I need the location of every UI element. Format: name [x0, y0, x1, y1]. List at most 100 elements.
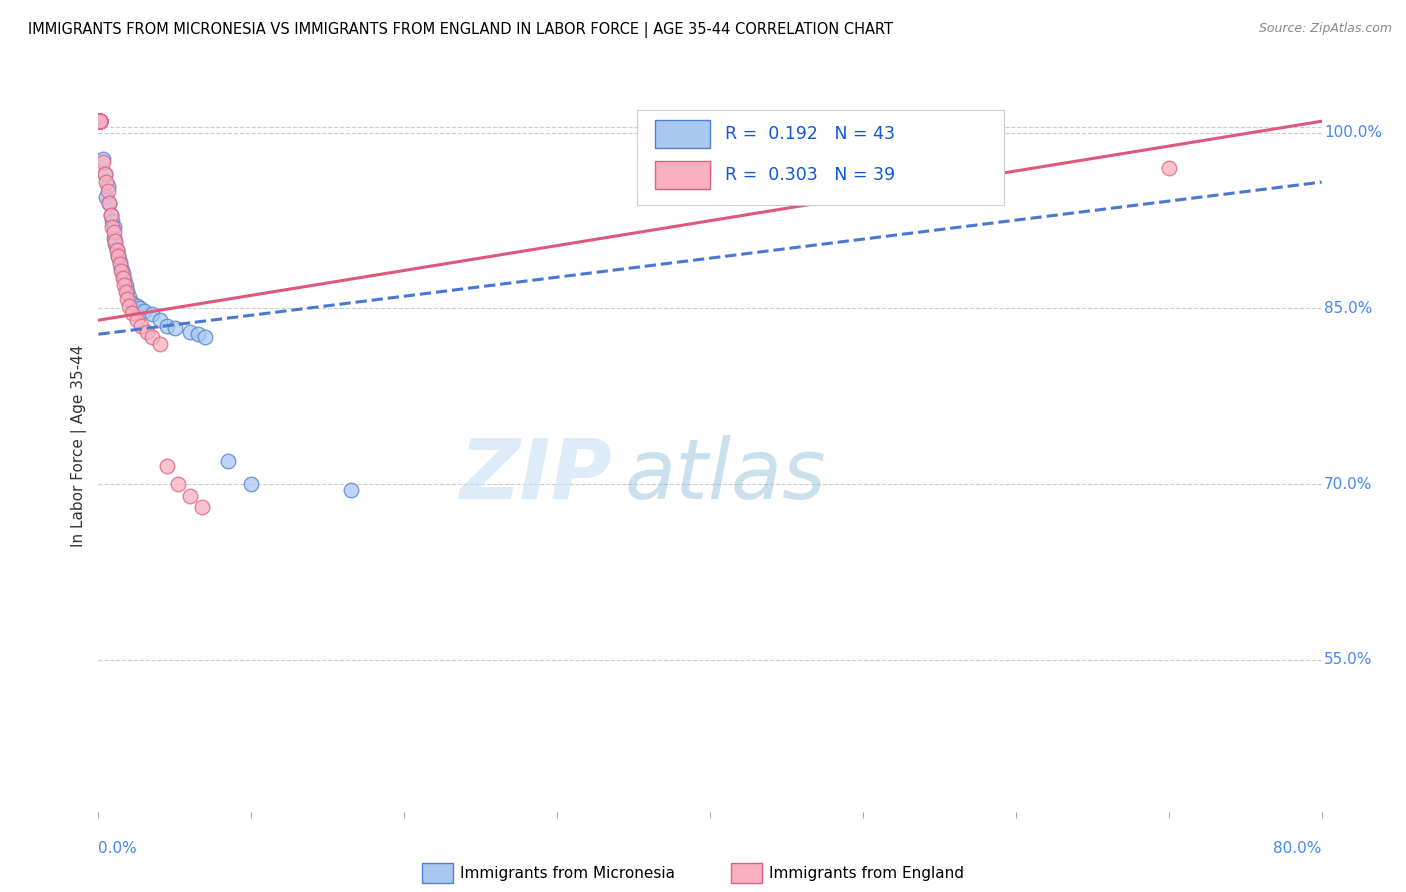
- Point: [103, 219, 125, 234]
- Point: [149, 336, 172, 351]
- Point: [156, 459, 179, 474]
- Point: [89, 114, 111, 128]
- Point: [110, 264, 132, 278]
- Point: [94, 175, 117, 189]
- FancyBboxPatch shape: [655, 161, 710, 188]
- Point: [115, 285, 138, 299]
- Text: Immigrants from England: Immigrants from England: [769, 866, 965, 880]
- Point: [89, 114, 111, 128]
- Point: [217, 453, 239, 467]
- Point: [93, 167, 115, 181]
- Point: [129, 319, 152, 334]
- Text: 100.0%: 100.0%: [1324, 126, 1382, 140]
- Point: [149, 313, 172, 327]
- Point: [89, 114, 111, 128]
- Point: [97, 185, 120, 199]
- Point: [125, 313, 148, 327]
- Point: [111, 266, 134, 280]
- Point: [89, 114, 111, 128]
- Point: [125, 299, 148, 313]
- Point: [105, 243, 128, 257]
- Point: [89, 114, 111, 128]
- Point: [112, 272, 135, 286]
- Point: [141, 329, 163, 343]
- Point: [191, 500, 214, 515]
- Point: [89, 114, 111, 128]
- Point: [100, 208, 122, 222]
- Point: [121, 295, 143, 310]
- Point: [339, 483, 361, 497]
- Point: [179, 325, 201, 339]
- Point: [117, 284, 139, 298]
- FancyBboxPatch shape: [655, 120, 710, 147]
- Point: [240, 477, 263, 491]
- Point: [179, 489, 201, 503]
- Point: [91, 155, 114, 169]
- Point: [89, 114, 111, 128]
- Point: [156, 319, 179, 334]
- Text: 0.0%: 0.0%: [98, 841, 138, 856]
- Text: 55.0%: 55.0%: [1324, 652, 1372, 667]
- Point: [134, 303, 156, 318]
- Point: [110, 260, 132, 275]
- Point: [89, 114, 111, 128]
- Point: [93, 167, 115, 181]
- Point: [103, 231, 125, 245]
- Point: [194, 329, 217, 343]
- Point: [118, 290, 141, 304]
- Text: R =  0.303   N = 39: R = 0.303 N = 39: [724, 166, 894, 184]
- Point: [115, 278, 138, 293]
- Point: [121, 306, 143, 320]
- Point: [104, 237, 127, 252]
- Point: [117, 292, 139, 306]
- Text: Immigrants from Micronesia: Immigrants from Micronesia: [460, 866, 675, 880]
- Text: 70.0%: 70.0%: [1324, 476, 1372, 491]
- Text: IMMIGRANTS FROM MICRONESIA VS IMMIGRANTS FROM ENGLAND IN LABOR FORCE | AGE 35-44: IMMIGRANTS FROM MICRONESIA VS IMMIGRANTS…: [28, 22, 893, 38]
- Point: [107, 249, 129, 263]
- Point: [89, 114, 111, 128]
- Point: [89, 114, 111, 128]
- Point: [89, 114, 111, 128]
- Point: [101, 213, 124, 227]
- Y-axis label: In Labor Force | Age 35-44: In Labor Force | Age 35-44: [72, 345, 87, 547]
- Point: [105, 243, 128, 257]
- Point: [112, 278, 135, 293]
- Point: [167, 477, 190, 491]
- Point: [136, 325, 159, 339]
- Text: R =  0.192   N = 43: R = 0.192 N = 43: [724, 125, 894, 143]
- Point: [89, 114, 111, 128]
- Point: [1157, 161, 1180, 175]
- Point: [91, 152, 114, 166]
- Point: [163, 321, 186, 335]
- Point: [111, 271, 134, 285]
- Point: [94, 190, 117, 204]
- Point: [89, 114, 111, 128]
- Point: [89, 114, 111, 128]
- Text: ZIP: ZIP: [460, 434, 612, 516]
- Point: [89, 114, 111, 128]
- Point: [141, 307, 163, 321]
- Point: [108, 254, 131, 268]
- Point: [101, 219, 124, 234]
- Point: [103, 226, 125, 240]
- Point: [89, 114, 111, 128]
- Point: [104, 234, 127, 248]
- Point: [98, 196, 121, 211]
- Point: [108, 257, 131, 271]
- Point: [97, 178, 120, 193]
- Point: [107, 249, 129, 263]
- Text: 85.0%: 85.0%: [1324, 301, 1372, 316]
- Text: 80.0%: 80.0%: [1274, 841, 1322, 856]
- Point: [100, 208, 122, 222]
- Text: atlas: atlas: [624, 434, 827, 516]
- Point: [128, 301, 150, 316]
- Point: [98, 196, 121, 211]
- Text: Source: ZipAtlas.com: Source: ZipAtlas.com: [1258, 22, 1392, 36]
- FancyBboxPatch shape: [637, 110, 1004, 204]
- Point: [89, 114, 111, 128]
- Point: [187, 327, 209, 342]
- Point: [89, 114, 111, 128]
- Point: [89, 114, 111, 128]
- Point: [89, 114, 111, 128]
- Point: [118, 299, 141, 313]
